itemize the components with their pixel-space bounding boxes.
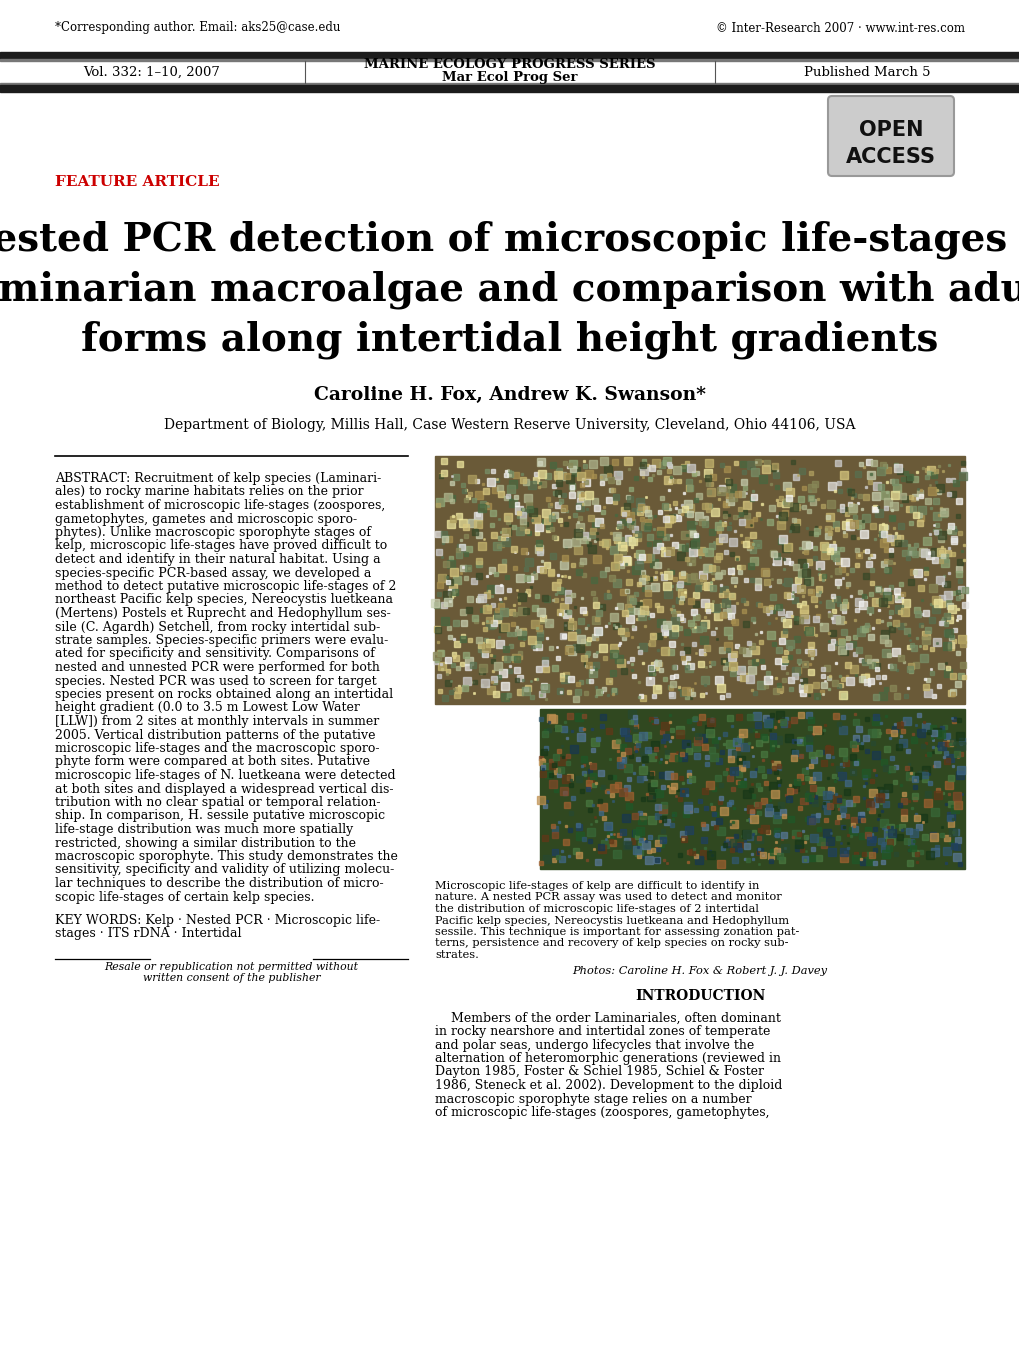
Text: and polar seas, undergo lifecycles that involve the: and polar seas, undergo lifecycles that … [434,1038,753,1052]
Text: written consent of the publisher: written consent of the publisher [143,972,320,983]
Text: Department of Biology, Millis Hall, Case Western Reserve University, Cleveland, : Department of Biology, Millis Hall, Case… [164,418,855,432]
Text: sile (C. Agardh) Setchell, from rocky intertidal sub-: sile (C. Agardh) Setchell, from rocky in… [55,620,380,633]
Text: microscopic life-stages of N. luetkeana were detected: microscopic life-stages of N. luetkeana … [55,769,395,781]
Text: ales) to rocky marine habitats relies on the prior: ales) to rocky marine habitats relies on… [55,486,363,499]
Text: *Corresponding author. Email: aks25@case.edu: *Corresponding author. Email: aks25@case… [55,22,340,35]
Text: scopic life-stages of certain kelp species.: scopic life-stages of certain kelp speci… [55,890,314,904]
Text: macroscopic sporophyte. This study demonstrates the: macroscopic sporophyte. This study demon… [55,850,397,863]
Bar [0,52,1019,59]
Text: sensitivity, specificity and validity of utilizing molecu-: sensitivity, specificity and validity of… [55,863,394,877]
Text: at both sites and displayed a widespread vertical dis-: at both sites and displayed a widespread… [55,783,393,795]
Text: lar techniques to describe the distribution of micro-: lar techniques to describe the distribut… [55,877,383,890]
Text: laminarian macroalgae and comparison with adult: laminarian macroalgae and comparison wit… [0,270,1019,309]
Text: Photos: Caroline H. Fox & Robert J. J. Davey: Photos: Caroline H. Fox & Robert J. J. D… [572,966,826,975]
Text: Pacific kelp species, Nereocystis luetkeana and Hedophyllum: Pacific kelp species, Nereocystis luetke… [434,916,789,925]
Text: phytes). Unlike macroscopic sporophyte stages of: phytes). Unlike macroscopic sporophyte s… [55,526,371,539]
Bar [434,456,964,703]
Text: INTRODUCTION: INTRODUCTION [634,990,764,1003]
Text: microscopic life-stages and the macroscopic sporo-: microscopic life-stages and the macrosco… [55,742,379,755]
Text: restricted, showing a similar distribution to the: restricted, showing a similar distributi… [55,837,356,850]
Text: in rocky nearshore and intertidal zones of temperate: in rocky nearshore and intertidal zones … [434,1025,769,1038]
Text: Members of the order Laminariales, often dominant: Members of the order Laminariales, often… [434,1011,781,1025]
Text: life-stage distribution was much more spatially: life-stage distribution was much more sp… [55,823,353,837]
Text: strate samples. Species-specific primers were evalu-: strate samples. Species-specific primers… [55,633,388,647]
Text: establishment of microscopic life-stages (zoospores,: establishment of microscopic life-stages… [55,499,385,512]
Text: Vol. 332: 1–10, 2007: Vol. 332: 1–10, 2007 [84,66,220,78]
Bar [0,85,1019,91]
Text: FEATURE ARTICLE: FEATURE ARTICLE [55,175,219,190]
Text: gametophytes, gametes and microscopic sporo-: gametophytes, gametes and microscopic sp… [55,512,357,526]
Text: the distribution of microscopic life-stages of 2 intertidal: the distribution of microscopic life-sta… [434,904,758,915]
Text: tribution with no clear spatial or temporal relation-: tribution with no clear spatial or tempo… [55,796,380,808]
Text: strates.: strates. [434,950,478,960]
Text: species. Nested PCR was used to screen for target: species. Nested PCR was used to screen f… [55,674,376,687]
Text: phyte form were compared at both sites. Putative: phyte form were compared at both sites. … [55,756,370,768]
Text: sessile. This technique is important for assessing zonation pat-: sessile. This technique is important for… [434,927,799,937]
Bar [0,83,1019,85]
Text: ACCESS: ACCESS [845,147,935,167]
Text: Mar Ecol Prog Ser: Mar Ecol Prog Ser [442,71,577,85]
Text: ated for specificity and sensitivity. Comparisons of: ated for specificity and sensitivity. Co… [55,647,375,660]
Text: Microscopic life-stages of kelp are difficult to identify in: Microscopic life-stages of kelp are diff… [434,881,758,890]
Text: (Mertens) Postels et Ruprecht and Hedophyllum ses-: (Mertens) Postels et Ruprecht and Hedoph… [55,607,390,620]
Text: height gradient (0.0 to 3.5 m Lowest Low Water: height gradient (0.0 to 3.5 m Lowest Low… [55,702,360,714]
Text: northeast Pacific kelp species, Nereocystis luetkeana: northeast Pacific kelp species, Nereocys… [55,593,392,607]
Text: ABSTRACT: Recruitment of kelp species (Laminari-: ABSTRACT: Recruitment of kelp species (L… [55,472,381,486]
Text: MARINE ECOLOGY PROGRESS SERIES: MARINE ECOLOGY PROGRESS SERIES [364,58,655,71]
Text: nature. A nested PCR assay was used to detect and monitor: nature. A nested PCR assay was used to d… [434,893,781,902]
Text: species present on rocks obtained along an intertidal: species present on rocks obtained along … [55,689,392,701]
Text: Caroline H. Fox, Andrew K. Swanson*: Caroline H. Fox, Andrew K. Swanson* [314,386,705,404]
Text: Nested PCR detection of microscopic life-stages of: Nested PCR detection of microscopic life… [0,221,1019,260]
Text: terns, persistence and recovery of kelp species on rocky sub-: terns, persistence and recovery of kelp … [434,939,788,948]
Text: © Inter-Research 2007 · www.int-res.com: © Inter-Research 2007 · www.int-res.com [715,22,964,35]
Text: kelp, microscopic life-stages have proved difficult to: kelp, microscopic life-stages have prove… [55,539,387,553]
Bar [0,59,1019,61]
Text: [LLW]) from 2 sites at monthly intervals in summer: [LLW]) from 2 sites at monthly intervals… [55,716,379,728]
Text: alternation of heteromorphic generations (reviewed in: alternation of heteromorphic generations… [434,1052,781,1065]
Text: species-specific PCR-based assay, we developed a: species-specific PCR-based assay, we dev… [55,566,371,580]
Text: 2005. Vertical distribution patterns of the putative: 2005. Vertical distribution patterns of … [55,729,375,741]
Text: OPEN: OPEN [858,120,922,140]
Text: forms along intertidal height gradients: forms along intertidal height gradients [82,320,937,359]
Text: KEY WORDS: Kelp · Nested PCR · Microscopic life-: KEY WORDS: Kelp · Nested PCR · Microscop… [55,915,380,927]
Text: ship. In comparison, H. sessile putative microscopic: ship. In comparison, H. sessile putative… [55,810,385,823]
Text: Dayton 1985, Foster & Schiel 1985, Schiel & Foster: Dayton 1985, Foster & Schiel 1985, Schie… [434,1065,763,1079]
Text: stages · ITS rDNA · Intertidal: stages · ITS rDNA · Intertidal [55,928,242,940]
Text: macroscopic sporophyte stage relies on a number: macroscopic sporophyte stage relies on a… [434,1092,751,1106]
Text: Published March 5: Published March 5 [803,66,929,78]
Text: of microscopic life-stages (zoospores, gametophytes,: of microscopic life-stages (zoospores, g… [434,1106,768,1119]
FancyBboxPatch shape [827,95,953,176]
Text: 1986, Steneck et al. 2002). Development to the diploid: 1986, Steneck et al. 2002). Development … [434,1079,782,1092]
Text: method to detect putative microscopic life-stages of 2: method to detect putative microscopic li… [55,580,396,593]
Text: detect and identify in their natural habitat. Using a: detect and identify in their natural hab… [55,553,380,566]
Text: Resale or republication not permitted without: Resale or republication not permitted wi… [104,962,358,972]
Text: nested and unnested PCR were performed for both: nested and unnested PCR were performed f… [55,660,379,674]
Bar [539,709,964,869]
